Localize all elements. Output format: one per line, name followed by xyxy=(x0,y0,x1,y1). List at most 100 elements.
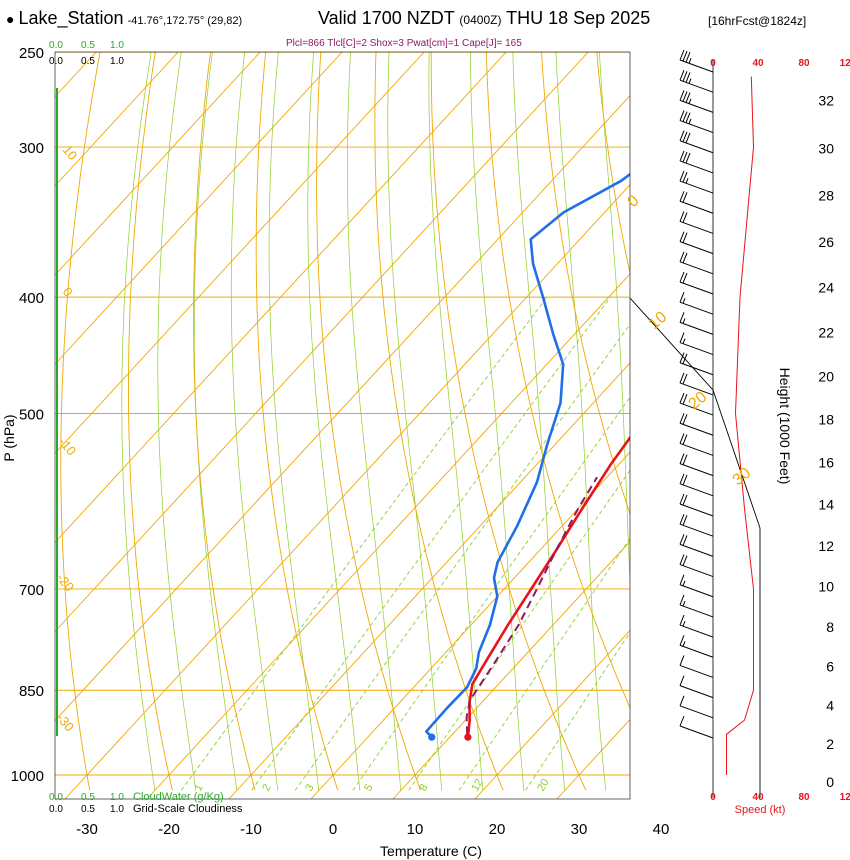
speed-tick-label-top: 120 xyxy=(840,58,850,69)
wind-barb xyxy=(679,110,714,134)
wind-barb-staff xyxy=(679,301,714,315)
wind-barb-staff xyxy=(679,281,714,295)
wind-barb xyxy=(679,493,714,517)
height-tick-label: 28 xyxy=(818,188,834,204)
mixing-ratio-label: 8 xyxy=(417,782,430,793)
dry-adiabat-line xyxy=(193,52,256,791)
wind-barb-flag xyxy=(679,211,685,222)
wind-barb-flag xyxy=(679,312,685,323)
mixing-ratio-label: 5 xyxy=(362,782,375,793)
wind-barb-flag xyxy=(679,614,685,626)
speed-axis-label: Speed (kt) xyxy=(735,804,786,816)
y-tick-label: 850 xyxy=(19,683,44,700)
wind-barb-half xyxy=(682,580,686,587)
cloudiness-scale-top: 0.5 xyxy=(81,56,95,67)
wind-barb-flag xyxy=(679,413,685,424)
dry-adiabat-line xyxy=(541,52,630,516)
wind-barb-staff xyxy=(679,685,714,699)
wind-barb-flag xyxy=(685,52,691,63)
x-tick-label: -20 xyxy=(158,821,180,838)
isotherm-label: -10 xyxy=(56,434,80,458)
height-tick-label: 18 xyxy=(818,412,834,428)
wind-barb-half xyxy=(682,621,686,627)
dry-adiabat-line xyxy=(485,52,630,709)
wind-barb xyxy=(679,211,714,234)
wind-barb-flag xyxy=(679,635,685,646)
wind-barb-staff xyxy=(679,402,714,416)
wind-barb-staff xyxy=(679,664,714,678)
speed-tick-label-bottom: 0 xyxy=(710,792,716,803)
wind-barb-half xyxy=(682,318,686,324)
wind-barb-flag xyxy=(679,191,685,202)
isotherm-line xyxy=(146,774,170,799)
height-tick-label: 0 xyxy=(826,774,834,790)
isotherm-line xyxy=(0,775,5,799)
y-tick-label: 1000 xyxy=(11,768,44,785)
height-tick-label: 2 xyxy=(826,736,834,752)
height-tick-label: 22 xyxy=(818,324,834,340)
wind-barb-staff xyxy=(679,644,714,658)
cloudwater-scale-top: 0.5 xyxy=(81,40,95,51)
wind-barb-flag xyxy=(679,110,685,121)
cloudiness-scale-bottom: 0.0 xyxy=(49,804,63,815)
isotherm-line xyxy=(332,451,630,776)
wind-barb-staff xyxy=(679,564,714,578)
wind-barb-flag xyxy=(679,352,685,363)
cloudwater-label: CloudWater (g/Kg) xyxy=(133,791,224,803)
wind-barb-staff xyxy=(679,584,714,598)
wind-barb xyxy=(679,150,714,174)
temperature-surface-point xyxy=(464,733,472,741)
cloudiness-scale-bottom: 0.5 xyxy=(81,804,95,815)
theta-label: 10 xyxy=(646,309,671,334)
wind-barb-staff xyxy=(679,503,714,517)
wind-barb-flag xyxy=(679,251,685,263)
height-tick-label: 4 xyxy=(826,697,834,713)
valid-utc: (0400Z) xyxy=(459,13,502,27)
valid-time: Valid 1700 NZDT (0400Z) THU 18 Sep 2025 xyxy=(318,8,650,29)
wind-barb xyxy=(679,614,714,638)
speed-tick-label-bottom: 80 xyxy=(798,792,810,803)
station-coords: -41.76°,172.75° (29,82) xyxy=(127,15,243,27)
wind-barb-flag xyxy=(679,150,685,162)
isotherm-line xyxy=(64,774,88,799)
wind-barb xyxy=(679,433,714,456)
x-tick-label: 40 xyxy=(653,821,670,838)
isotherm-line xyxy=(556,774,580,799)
y-tick-label: 400 xyxy=(19,290,44,307)
wind-barb-flag xyxy=(679,493,685,505)
wind-barb-flag xyxy=(679,715,685,727)
wind-barb-staff xyxy=(679,180,714,194)
speed-tick-label-top: 0 xyxy=(710,58,716,69)
moist-adiabat-line xyxy=(230,52,279,791)
y-tick-label: 250 xyxy=(19,45,44,62)
wind-barb-flag xyxy=(685,132,691,144)
speed-tick-label-bottom: 40 xyxy=(752,792,764,803)
y-tick-label: 500 xyxy=(19,407,44,424)
wind-barb-staff xyxy=(679,321,714,335)
moist-adiabat-line xyxy=(428,52,484,791)
wind-barb-flag xyxy=(679,594,685,606)
cloudiness-scale-top: 1.0 xyxy=(110,56,124,67)
wind-barb-half xyxy=(682,641,686,647)
valid-date: THU 18 Sep 2025 xyxy=(506,8,651,28)
wind-barb-flag xyxy=(682,91,688,102)
wind-barb-staff xyxy=(679,140,714,154)
station-dot-icon: ● xyxy=(6,11,15,27)
isotherm-line xyxy=(310,774,334,799)
isotherm-line xyxy=(474,774,498,799)
isotherm-line xyxy=(55,52,179,187)
wind-barb-flag xyxy=(679,574,685,585)
cloudwater-scale-bottom: 0.5 xyxy=(81,792,95,803)
dewpoint-surface-point xyxy=(428,733,436,741)
wind-barb-staff xyxy=(679,362,714,376)
wind-barb-flag xyxy=(682,212,688,223)
wind-barb-flag xyxy=(679,372,685,384)
moist-adiabat-line xyxy=(157,52,197,791)
wind-barb-staff xyxy=(679,725,714,739)
mixing-ratio-label: 3 xyxy=(303,782,316,793)
wind-barb-half xyxy=(688,118,692,125)
valid-local: Valid 1700 NZDT xyxy=(318,8,455,28)
isotherm-line xyxy=(250,362,630,776)
wind-barb-staff xyxy=(679,342,714,356)
wind-barb-flag xyxy=(679,291,685,303)
